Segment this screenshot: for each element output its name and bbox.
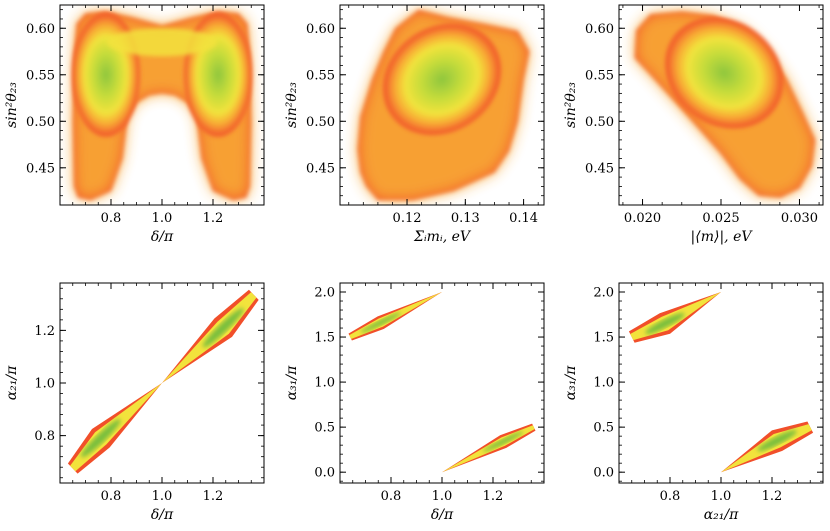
plot-frame [339, 282, 545, 484]
x-tick-label: 1.2 [203, 211, 224, 226]
density-peak-0 [665, 17, 784, 129]
density-region [348, 292, 536, 473]
y-tick-label: 0.5 [593, 421, 614, 436]
density-region [71, 11, 253, 201]
band-0-peak [645, 313, 685, 335]
x-axis-label: α₂₁/π [704, 507, 739, 523]
x-tick-label: 0.030 [781, 211, 818, 226]
y-tick-label: 0.45 [306, 161, 335, 176]
x-axis-label: |⟨m⟩|, eV [691, 229, 754, 245]
x-tick-label: 0.025 [702, 211, 739, 226]
plot-frame [339, 4, 545, 206]
density-region [634, 11, 816, 198]
y-tick-label: 0.45 [26, 161, 55, 176]
y-tick-label: 1.5 [593, 331, 614, 346]
y-axis-label: α₃₁/π [284, 365, 300, 400]
y-axis-label: sin²θ₂₃ [4, 82, 20, 128]
density-bridge [107, 28, 217, 57]
y-tick-label: 1.2 [34, 324, 55, 339]
y-tick-label: 0.8 [34, 429, 55, 444]
x-axis-label: δ/π [151, 229, 174, 245]
y-tick-label: 0.45 [585, 161, 614, 176]
x-tick-label: 1.2 [483, 489, 504, 504]
y-axis-label: α₂₁/π [4, 365, 20, 400]
y-tick-label: 0.0 [314, 466, 335, 481]
x-tick-label: 0.8 [381, 489, 402, 504]
x-tick-label: 1.2 [762, 489, 783, 504]
panel-delta-vs-alpha21: 0.8 1.0 1.2 0.8 1.0 1.2 δ/π α₂₁/π [4, 282, 265, 523]
density-region [628, 292, 814, 473]
band-1-peak [482, 431, 524, 452]
y-axis-label: sin²θ₂₃ [563, 82, 579, 128]
y-tick-label: 0.0 [593, 466, 614, 481]
panel-mee-vs-sin2theta23: 0.020 0.025 0.030 0.45 0.50 0.55 0.60 |⟨m⟩|, eV… [563, 4, 824, 245]
x-tick-label: 0.14 [509, 211, 538, 226]
panel-delta-vs-sin2theta23: 0.8 1.0 1.2 0.45 0.50 0.55 0.60 δ/π sin²θ₂₃ [4, 4, 265, 245]
band-0-peak [360, 312, 402, 333]
x-tick-label: 0.8 [101, 211, 122, 226]
y-tick-label: 0.55 [26, 68, 55, 83]
x-tick-label: 0.8 [660, 489, 681, 504]
band-0-peak [80, 419, 121, 458]
band-1-peak [757, 430, 797, 452]
y-tick-label: 0.55 [306, 68, 335, 83]
panel-delta-vs-alpha31: 0.8 1.0 1.2 0.0 0.5 1.0 1.5 2.0 δ/π α₃₁/π [284, 282, 545, 523]
x-tick-label: 0.13 [451, 211, 480, 226]
y-tick-label: 1.0 [314, 376, 335, 391]
x-axis-label: Σᵢmᵢ, eV [413, 229, 472, 245]
plot-frame [618, 282, 824, 484]
y-tick-label: 0.50 [26, 115, 55, 130]
y-tick-label: 0.50 [306, 115, 335, 130]
y-tick-label: 0.55 [585, 68, 614, 83]
y-tick-label: 1.5 [314, 331, 335, 346]
x-tick-label: 1.0 [152, 211, 173, 226]
density-region [67, 289, 259, 474]
y-axis-label: sin²θ₂₃ [284, 82, 300, 128]
y-tick-label: 2.0 [314, 286, 335, 301]
density-peak-0 [383, 23, 501, 135]
x-tick-label: 1.0 [711, 489, 732, 504]
panel-alpha21-vs-alpha31: 0.8 1.0 1.2 0.0 0.5 1.0 1.5 2.0 α₂₁/π α₃₁/π [563, 282, 824, 523]
x-axis-label: δ/π [431, 507, 454, 523]
y-tick-label: 0.50 [585, 115, 614, 130]
x-tick-label: 1.0 [432, 489, 453, 504]
x-tick-label: 1.2 [203, 489, 224, 504]
x-tick-label: 0.8 [101, 489, 122, 504]
x-tick-label: 0.020 [624, 211, 661, 226]
x-tick-label: 0.12 [393, 211, 422, 226]
panel-summ-vs-sin2theta23: 0.12 0.13 0.14 0.45 0.50 0.55 0.60 Σᵢmᵢ, eV sin²… [284, 4, 545, 245]
y-axis-label: α₃₁/π [563, 365, 579, 400]
band-1-peak [202, 308, 244, 348]
y-tick-label: 0.5 [314, 421, 335, 436]
y-tick-label: 1.0 [593, 376, 614, 391]
y-tick-label: 0.60 [306, 22, 335, 37]
y-tick-label: 2.0 [593, 286, 614, 301]
y-tick-label: 0.60 [26, 22, 55, 37]
x-tick-label: 1.0 [152, 489, 173, 504]
y-tick-label: 1.0 [34, 377, 55, 392]
y-tick-label: 0.60 [585, 22, 614, 37]
density-region [357, 9, 530, 201]
x-axis-label: δ/π [151, 507, 174, 523]
